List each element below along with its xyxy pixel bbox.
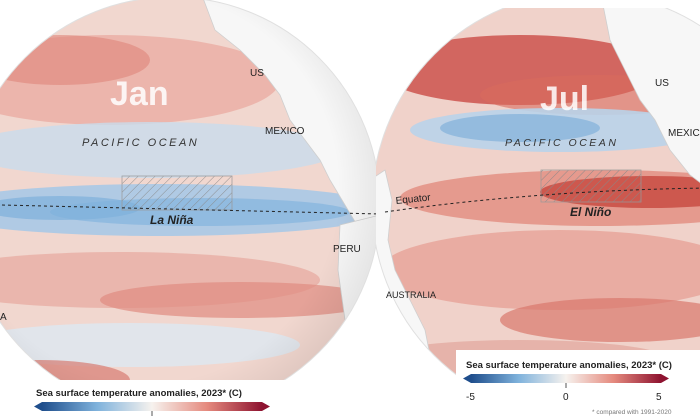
arrow-right-icon (262, 402, 270, 411)
right-label-us: US (655, 78, 669, 89)
left-box-label: La Niña (150, 213, 194, 227)
left-legend-bar (42, 402, 262, 411)
right-footnote: * compared with 1991-2020 (592, 409, 672, 416)
right-equator-label: Equator (395, 192, 432, 207)
left-ocean-label: PACIFIC OCEAN (82, 137, 199, 149)
left-globe (0, 0, 381, 414)
right-label-australia: AUSTRALIA (386, 290, 436, 300)
left-legend-title: Sea surface temperature anomalies, 2023*… (36, 388, 242, 399)
right-legend-tick-min: -5 (466, 392, 475, 403)
right-legend-tick-max: 5 (656, 392, 662, 403)
left-legend-panel (0, 380, 370, 420)
right-legend-title: Sea surface temperature anomalies, 2023*… (466, 360, 672, 371)
left-label-peru: PERU (333, 244, 361, 255)
right-legend-tick-zero: 0 (563, 392, 569, 403)
left-label-mexico: MEXICO (265, 126, 305, 137)
arrow-left-icon (34, 402, 42, 411)
right-month-label: Jul (540, 80, 589, 118)
right-legend-bar (471, 374, 661, 383)
left-label-partial: A (0, 312, 7, 323)
left-label-us: US (250, 68, 264, 79)
right-ocean-label: PACIFIC OCEAN (505, 137, 618, 149)
right-label-mexico: MEXICO (668, 128, 700, 139)
arrow-right-icon (661, 374, 669, 383)
right-box-label: El Niño (570, 205, 611, 219)
left-month-label: Jan (110, 75, 169, 113)
arrow-left-icon (463, 374, 471, 383)
right-legend-panel (456, 350, 700, 420)
